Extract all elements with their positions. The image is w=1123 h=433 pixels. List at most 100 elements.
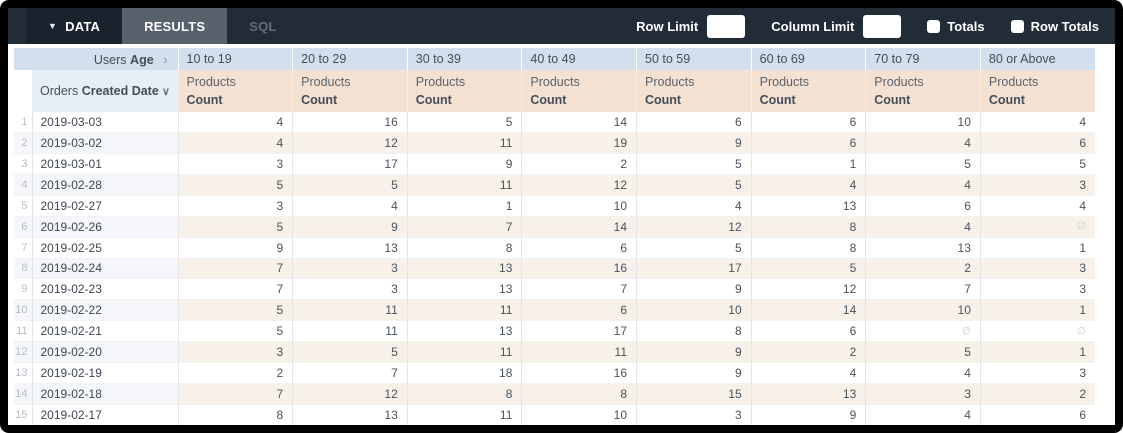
count-value-cell[interactable]: 17 bbox=[292, 153, 408, 175]
count-value-cell[interactable]: 9 bbox=[636, 278, 752, 300]
count-value-cell[interactable]: 3 bbox=[292, 278, 408, 300]
count-value-cell[interactable]: 9 bbox=[636, 132, 752, 154]
count-value-cell[interactable]: 11 bbox=[521, 341, 637, 363]
date-cell[interactable]: 2019-02-20 bbox=[32, 341, 178, 363]
tab-sql[interactable]: SQL bbox=[227, 8, 298, 44]
count-value-cell[interactable]: 5 bbox=[865, 341, 981, 363]
row-totals-checkbox[interactable] bbox=[1010, 19, 1024, 33]
count-value-cell[interactable]: 7 bbox=[865, 278, 981, 300]
row-dimension-header-orders-created-date[interactable]: Orders Created Date ∨ bbox=[32, 70, 178, 112]
tab-results[interactable]: RESULTS bbox=[122, 8, 228, 44]
count-value-cell[interactable]: 8 bbox=[750, 237, 866, 259]
measure-header-products-count[interactable]: Products Count bbox=[177, 70, 293, 112]
count-value-cell[interactable]: 3 bbox=[865, 383, 981, 405]
count-value-cell[interactable]: 6 bbox=[979, 404, 1095, 425]
count-value-cell[interactable]: 1 bbox=[979, 341, 1095, 363]
count-value-cell[interactable]: 12 bbox=[292, 383, 408, 405]
count-value-cell[interactable]: 5 bbox=[177, 216, 293, 238]
count-value-cell[interactable]: 10 bbox=[521, 195, 637, 217]
pivot-value-header-30-to-39[interactable]: 30 to 39 bbox=[406, 48, 522, 70]
count-value-cell[interactable]: 3 bbox=[177, 341, 293, 363]
count-value-cell[interactable]: 6 bbox=[521, 299, 637, 321]
null-value-cell[interactable]: ∅ bbox=[865, 320, 981, 342]
count-value-cell[interactable]: 11 bbox=[292, 320, 408, 342]
count-value-cell[interactable]: 4 bbox=[979, 112, 1095, 133]
count-value-cell[interactable]: 2 bbox=[521, 153, 637, 175]
count-value-cell[interactable]: 13 bbox=[406, 278, 522, 300]
measure-header-products-count[interactable]: Products Count bbox=[292, 70, 408, 112]
count-value-cell[interactable]: 7 bbox=[177, 383, 293, 405]
pivot-value-header-80-or-above[interactable]: 80 or Above bbox=[979, 48, 1095, 70]
count-value-cell[interactable]: 3 bbox=[636, 404, 752, 425]
measure-header-products-count[interactable]: Products Count bbox=[750, 70, 866, 112]
date-cell[interactable]: 2019-02-18 bbox=[32, 383, 178, 405]
count-value-cell[interactable]: 2 bbox=[865, 258, 981, 279]
count-value-cell[interactable]: 7 bbox=[177, 278, 293, 300]
count-value-cell[interactable]: 5 bbox=[979, 153, 1095, 175]
pivot-value-header-50-to-59[interactable]: 50 to 59 bbox=[636, 48, 752, 70]
count-value-cell[interactable]: 1 bbox=[750, 153, 866, 175]
count-value-cell[interactable]: 1 bbox=[979, 237, 1095, 259]
count-value-cell[interactable]: 4 bbox=[177, 132, 293, 154]
count-value-cell[interactable]: 16 bbox=[521, 362, 637, 384]
row-totals-checkbox-group[interactable]: Row Totals bbox=[1010, 19, 1099, 34]
count-value-cell[interactable]: 7 bbox=[406, 216, 522, 238]
date-cell[interactable]: 2019-02-28 bbox=[32, 174, 178, 196]
count-value-cell[interactable]: 5 bbox=[292, 341, 408, 363]
count-value-cell[interactable]: 4 bbox=[292, 195, 408, 217]
count-value-cell[interactable]: 8 bbox=[636, 320, 752, 342]
count-value-cell[interactable]: 9 bbox=[636, 362, 752, 384]
count-value-cell[interactable]: 14 bbox=[521, 216, 637, 238]
count-value-cell[interactable]: 13 bbox=[865, 237, 981, 259]
count-value-cell[interactable]: 4 bbox=[979, 195, 1095, 217]
count-value-cell[interactable]: 8 bbox=[177, 404, 293, 425]
count-value-cell[interactable]: 7 bbox=[292, 362, 408, 384]
totals-checkbox[interactable] bbox=[927, 19, 941, 33]
count-value-cell[interactable]: 6 bbox=[865, 195, 981, 217]
pivot-field-header-users-age[interactable]: Users Age › bbox=[14, 48, 178, 70]
date-cell[interactable]: 2019-02-19 bbox=[40, 365, 102, 380]
count-value-cell[interactable]: 6 bbox=[750, 132, 866, 154]
count-value-cell[interactable]: 5 bbox=[177, 174, 293, 196]
count-value-cell[interactable]: 4 bbox=[865, 216, 981, 238]
null-value-cell[interactable]: ∅ bbox=[979, 320, 1095, 342]
count-value-cell[interactable]: 5 bbox=[750, 258, 866, 279]
count-value-cell[interactable]: 15 bbox=[636, 383, 752, 405]
count-value-cell[interactable]: 5 bbox=[636, 237, 752, 259]
count-value-cell[interactable]: 6 bbox=[521, 237, 637, 259]
count-value-cell[interactable]: 8 bbox=[406, 383, 522, 405]
count-value-cell[interactable]: 7 bbox=[521, 278, 637, 300]
measure-header-products-count[interactable]: Products Count bbox=[521, 70, 637, 112]
count-value-cell[interactable]: 18 bbox=[406, 362, 522, 384]
count-value-cell[interactable]: 14 bbox=[750, 299, 866, 321]
count-value-cell[interactable]: 8 bbox=[750, 216, 866, 238]
count-value-cell[interactable]: 17 bbox=[521, 320, 637, 342]
date-cell[interactable]: 2019-02-22 bbox=[32, 299, 178, 321]
tab-data[interactable]: ▼ DATA bbox=[26, 8, 123, 44]
count-value-cell[interactable]: 12 bbox=[750, 278, 866, 300]
count-value-cell[interactable]: 6 bbox=[979, 132, 1095, 154]
count-value-cell[interactable]: 9 bbox=[750, 404, 866, 425]
count-value-cell[interactable]: 9 bbox=[636, 341, 752, 363]
count-value-cell[interactable]: 12 bbox=[521, 174, 637, 196]
totals-checkbox-group[interactable]: Totals bbox=[927, 19, 985, 34]
count-value-cell[interactable]: 6 bbox=[750, 320, 866, 342]
count-value-cell[interactable]: 2 bbox=[750, 341, 866, 363]
count-value-cell[interactable]: 16 bbox=[292, 112, 408, 133]
pivot-value-header-60-to-69[interactable]: 60 to 69 bbox=[750, 48, 866, 70]
date-cell[interactable]: 2019-03-02 bbox=[32, 132, 178, 154]
count-value-cell[interactable]: 9 bbox=[177, 237, 293, 259]
count-value-cell[interactable]: 13 bbox=[750, 383, 866, 405]
pivot-value-header-70-to-79[interactable]: 70 to 79 bbox=[865, 48, 981, 70]
measure-header-products-count[interactable]: Products Count bbox=[979, 70, 1095, 112]
count-value-cell[interactable]: 2 bbox=[177, 362, 293, 384]
date-cell[interactable]: 2019-03-03 bbox=[40, 115, 102, 130]
date-cell[interactable]: 2019-02-21 bbox=[40, 324, 102, 339]
count-value-cell[interactable]: 4 bbox=[177, 112, 293, 133]
count-value-cell[interactable]: 4 bbox=[865, 132, 981, 154]
measure-header-products-count[interactable]: Products Count bbox=[636, 70, 752, 112]
count-value-cell[interactable]: 3 bbox=[979, 258, 1095, 279]
count-value-cell[interactable]: 11 bbox=[406, 299, 522, 321]
count-value-cell[interactable]: 3 bbox=[979, 174, 1095, 196]
measure-header-products-count[interactable]: Products Count bbox=[865, 70, 981, 112]
